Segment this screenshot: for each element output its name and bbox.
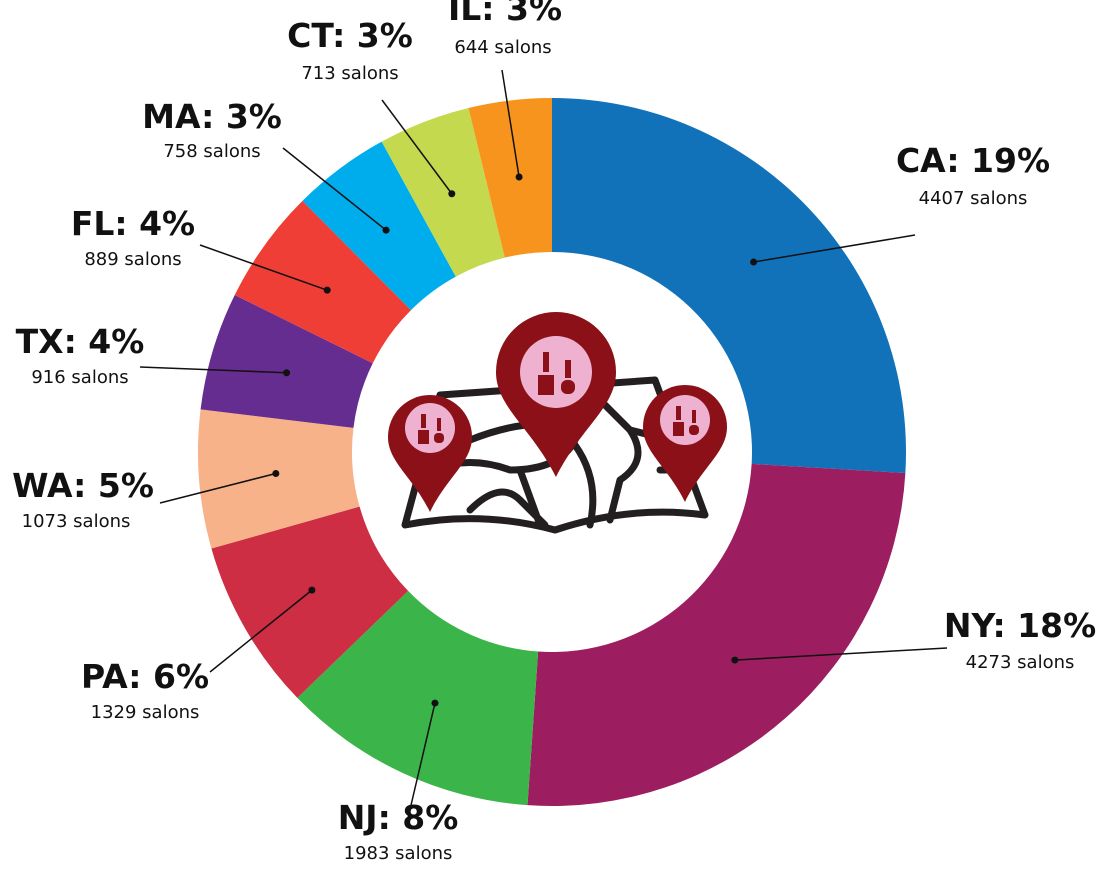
slice-label: MA: 3% xyxy=(142,97,282,136)
slice-label: IL: 3% xyxy=(448,0,562,28)
slice xyxy=(197,409,360,549)
value-label: 1983 salons xyxy=(344,843,453,864)
slice xyxy=(297,590,539,806)
slice xyxy=(381,107,505,277)
value-label: 713 salons xyxy=(301,63,398,84)
value-label: 1329 salons xyxy=(91,702,200,723)
map-icon xyxy=(388,312,727,534)
leader-line xyxy=(159,472,277,504)
leader-dot xyxy=(323,286,331,294)
slices xyxy=(197,98,906,806)
leader-dot xyxy=(731,656,739,664)
slice-label: PA: 6% xyxy=(81,657,209,696)
value-label: 889 salons xyxy=(84,249,181,270)
slice-label: WA: 5% xyxy=(12,466,154,505)
value-label: 644 salons xyxy=(454,37,551,58)
slice xyxy=(468,98,552,258)
leader-dot xyxy=(515,173,523,181)
value-label: 4407 salons xyxy=(919,188,1028,209)
slice-label: NJ: 8% xyxy=(338,798,459,837)
leader-line xyxy=(282,147,387,231)
slice xyxy=(211,506,409,698)
value-label: 4273 salons xyxy=(966,652,1075,673)
leader-line xyxy=(209,589,313,673)
slice xyxy=(552,98,906,474)
leader-line xyxy=(407,702,436,819)
slice-label: CA: 19% xyxy=(896,141,1050,180)
leader-dot xyxy=(272,470,280,478)
slice-label: FL: 4% xyxy=(71,204,195,243)
slice-label: TX: 4% xyxy=(16,322,145,361)
slice-label: NY: 18% xyxy=(944,606,1096,645)
leader-dot xyxy=(382,226,390,234)
labels: CA: 19% 4407 salons NY: 18% 4273 salons NJ: … xyxy=(12,0,1096,864)
leader-dot xyxy=(431,699,439,707)
leader-line xyxy=(734,647,948,661)
leader-dot xyxy=(750,258,758,266)
leader-line xyxy=(139,366,287,374)
value-label: 1073 salons xyxy=(22,511,131,532)
value-label: 916 salons xyxy=(31,367,128,388)
slice xyxy=(302,141,456,311)
leader-dot xyxy=(308,586,316,594)
slice xyxy=(200,294,373,428)
leader-dot xyxy=(283,369,291,377)
slice-label: CT: 3% xyxy=(287,16,413,55)
value-label: 758 salons xyxy=(163,141,260,162)
slice xyxy=(527,463,906,806)
leader-line xyxy=(199,244,328,291)
slice xyxy=(234,200,412,364)
leader-line xyxy=(381,99,453,195)
leader-dot xyxy=(448,190,456,198)
leader-line xyxy=(753,234,916,263)
leader-line xyxy=(501,69,520,178)
